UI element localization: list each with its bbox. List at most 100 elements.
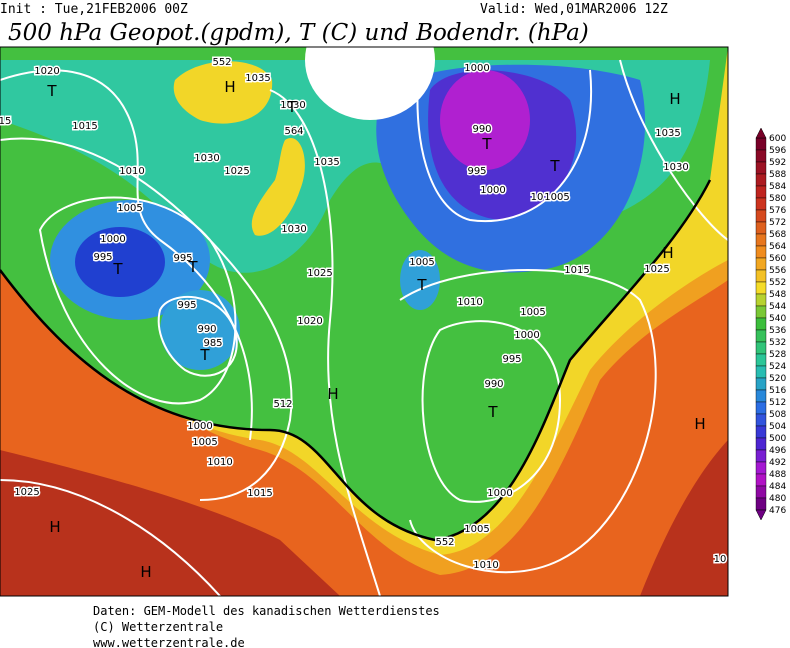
colorbar-label: 512: [769, 398, 786, 408]
colorbar-cell: [755, 449, 767, 463]
isobar-label: 990: [197, 324, 216, 335]
colorbar-cell: [755, 221, 767, 235]
colorbar-cell: [755, 173, 767, 187]
colorbar-label: 576: [769, 206, 786, 216]
isobar-label: 1005: [409, 257, 434, 268]
pressure-center: T: [487, 403, 498, 421]
colorbar-label: 584: [769, 182, 786, 192]
colorbar-label: 496: [769, 446, 786, 456]
colorbar-cell: [755, 353, 767, 367]
colorbar-label: 572: [769, 218, 786, 228]
isobar-label: 995: [502, 354, 521, 365]
isobar-label: 1015: [72, 121, 97, 132]
colorbar-cell: [755, 329, 767, 343]
isobar-label: 1030: [663, 162, 688, 173]
isobar-label: 995: [177, 300, 196, 311]
colorbar-label: 556: [769, 266, 786, 276]
colorbar-label: 508: [769, 410, 786, 420]
isobar-label: 1035: [655, 128, 680, 139]
colorbar-cell: [755, 413, 767, 427]
colorbar-label: 544: [769, 302, 786, 312]
colorbar-cell: [755, 293, 767, 307]
isobar-label: 512: [273, 399, 292, 410]
colorbar-cell: [755, 305, 767, 319]
map-title: 500 hPa Geopot.(gpdm), T (C) und Bodendr…: [8, 20, 589, 46]
colorbar-cell: [755, 425, 767, 439]
colorbar-cell: [755, 257, 767, 271]
footer-line: Daten: GEM-Modell des kanadischen Wetter…: [93, 604, 440, 618]
colorbar-cell: [755, 149, 767, 163]
isobar-label: 990: [472, 124, 491, 135]
isobar-label: 1005: [544, 192, 569, 203]
colorbar-cell: [755, 185, 767, 199]
colorbar-cell: [755, 437, 767, 451]
isobar-label: 1015: [564, 265, 589, 276]
colorbar-cell: [755, 485, 767, 499]
colorbar-label: 480: [769, 494, 786, 504]
colorbar-cell: [755, 197, 767, 211]
isobar-label: 1005: [520, 307, 545, 318]
colorbar-cell: [755, 161, 767, 175]
isobar-label: 1015: [247, 488, 272, 499]
colorbar-cell: [755, 497, 767, 511]
isobar-label: 995: [467, 166, 486, 177]
colorbar-label: 588: [769, 170, 786, 180]
isobar-label: 985: [203, 338, 222, 349]
isobar-label: 1025: [224, 166, 249, 177]
isobar-label: 1030: [280, 100, 305, 111]
colorbar: 600 596 592 588 584 580 576 572 568 564 560 556 552 5…: [755, 127, 786, 521]
colorbar-cell: [755, 245, 767, 259]
isobar-label: 1025: [307, 268, 332, 279]
footer-line: (C) Wetterzentrale: [93, 620, 223, 634]
init-time: Init : Tue,21FEB2006 00Z: [0, 2, 188, 17]
colorbar-cap: [755, 127, 767, 139]
map-frame: [0, 46, 729, 597]
colorbar-cell: [755, 281, 767, 295]
isobar-label: 1035: [314, 157, 339, 168]
colorbar-label: 536: [769, 326, 786, 336]
isobar-label: 564: [284, 126, 303, 137]
map: [0, 47, 728, 596]
colorbar-label: 488: [769, 470, 786, 480]
colorbar-label: 580: [769, 194, 786, 204]
colorbar-cap: [755, 509, 767, 521]
pressure-center: H: [224, 78, 235, 96]
colorbar-label: 548: [769, 290, 786, 300]
colorbar-label: 520: [769, 374, 786, 384]
colorbar-label: 568: [769, 230, 786, 240]
colorbar-label: 552: [769, 278, 786, 288]
colorbar-cell: [755, 209, 767, 223]
colorbar-label: 560: [769, 254, 786, 264]
colorbar-label: 540: [769, 314, 786, 324]
pressure-center: T: [549, 157, 560, 175]
pressure-center: T: [416, 276, 427, 294]
isobar-label: 1000: [187, 421, 212, 432]
colorbar-label: 528: [769, 350, 786, 360]
colorbar-cell: [755, 317, 767, 331]
colorbar-cell: [755, 341, 767, 355]
colorbar-label: 600: [769, 134, 786, 144]
colorbar-cell: [755, 233, 767, 247]
colorbar-cell: [755, 473, 767, 487]
colorbar-label: 492: [769, 458, 786, 468]
isobar-label: 1000: [464, 63, 489, 74]
colorbar-cell: [755, 377, 767, 391]
isobar-label: 1025: [644, 264, 669, 275]
pressure-center: H: [669, 90, 680, 108]
colorbar-label: 592: [769, 158, 786, 168]
isobar-label: 1000: [100, 234, 125, 245]
isobar-label: 1010: [119, 166, 144, 177]
pressure-center: H: [694, 415, 705, 433]
isobar-label: 1000: [487, 488, 512, 499]
isobar-label: 1005: [192, 437, 217, 448]
isobar-label: 10: [531, 192, 544, 203]
isobar-label: 1010: [207, 457, 232, 468]
pressure-center: T: [187, 258, 198, 276]
isobar-label: 1000: [480, 185, 505, 196]
pressure-center: H: [140, 563, 151, 581]
footer-line: www.wetterzentrale.de: [93, 636, 245, 648]
isobar-label: 1010: [473, 560, 498, 571]
colorbar-label: 504: [769, 422, 786, 432]
pressure-center: H: [327, 385, 338, 403]
